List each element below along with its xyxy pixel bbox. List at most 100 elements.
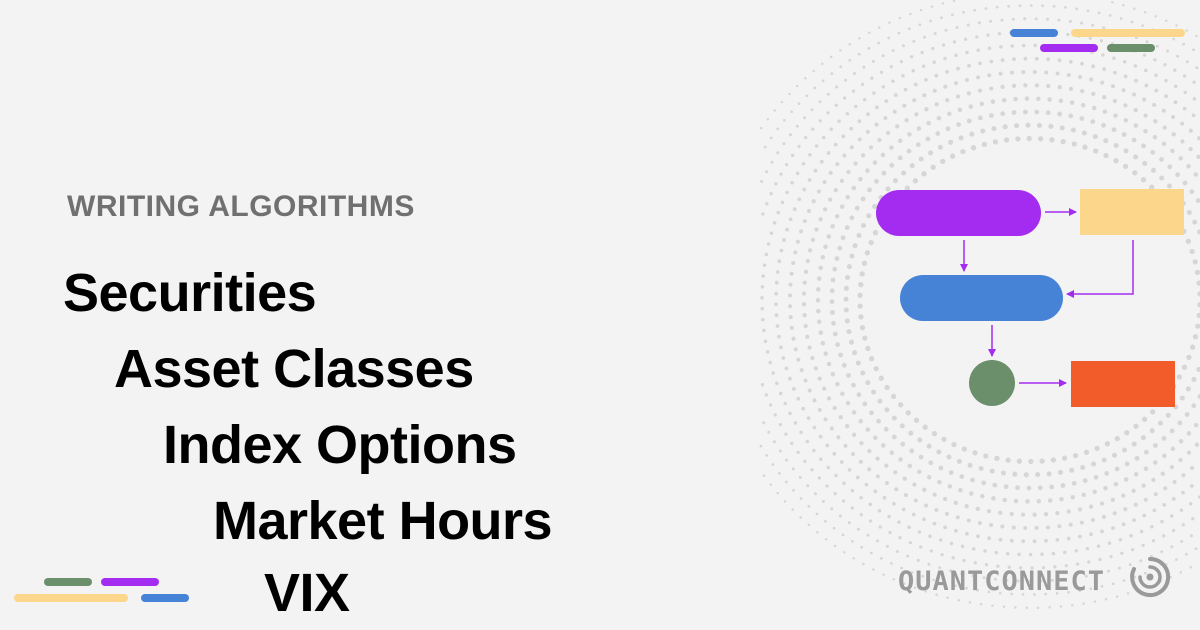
halo-dot [882, 495, 887, 500]
halo-dot [771, 463, 775, 466]
halo-dot [999, 45, 1003, 49]
halo-dot [919, 545, 923, 549]
halo-dot [994, 550, 999, 555]
halo-dot [1032, 539, 1037, 544]
halo-dot [981, 480, 987, 486]
halo-dot [901, 44, 905, 48]
halo-dot [1104, 441, 1111, 447]
halo-dot [898, 402, 904, 408]
halo-dot [799, 368, 804, 373]
halo-dot [1115, 595, 1119, 598]
halo-dot [839, 178, 845, 184]
halo-dot [824, 519, 827, 523]
halo-dot [1154, 73, 1158, 78]
halo-dot [919, 8, 923, 12]
halo-dot [872, 160, 878, 165]
halo-dot [895, 549, 900, 554]
halo-dot [866, 112, 870, 116]
halo-dot [1121, 132, 1127, 137]
halo-dot [945, 126, 951, 132]
halo-dot [1114, 435, 1120, 442]
halo-dot [981, 141, 988, 148]
halo-dot [784, 432, 788, 436]
halo-dot [812, 398, 817, 403]
halo-dot [910, 571, 914, 574]
halo-dot [776, 151, 780, 155]
halo-dot [1170, 148, 1175, 154]
halo-dot [975, 35, 979, 39]
halo-dot [1182, 42, 1186, 46]
halo-dot [851, 89, 856, 93]
halo-dot [941, 43, 946, 47]
halo-dot [1192, 334, 1199, 340]
halo-dot [1094, 445, 1100, 452]
halo-dot [1142, 97, 1147, 102]
halo-dot [1110, 497, 1115, 502]
halo-dot [986, 508, 992, 514]
halo-dot [830, 371, 836, 377]
halo-dot [877, 398, 883, 404]
halo-dot [760, 179, 764, 184]
halo-dot [1050, 578, 1054, 582]
halo-dot [778, 472, 781, 475]
halo-dot [815, 298, 821, 303]
halo-dot [1141, 24, 1144, 27]
halo-dot [865, 345, 871, 352]
halo-dot [1180, 121, 1185, 126]
halo-dot [1044, 538, 1048, 543]
halo-dot [927, 562, 931, 566]
halo-dot [931, 46, 935, 51]
halo-dot [942, 496, 948, 502]
halo-dot [937, 479, 942, 485]
halo-dot [1155, 44, 1159, 48]
halo-dot [802, 313, 807, 318]
halo-dot [1124, 461, 1130, 467]
halo-dot [1057, 58, 1062, 63]
halo-dot [1139, 559, 1143, 563]
halo-dot [984, 7, 988, 10]
halo-dot [798, 475, 802, 479]
halo-dot [1196, 312, 1200, 319]
halo-dot [810, 468, 814, 472]
decor-bar-green-bottom [44, 578, 92, 586]
halo-dot [1064, 564, 1068, 568]
halo-dot [1046, 57, 1051, 62]
halo-dot [956, 122, 961, 127]
halo-dot [1012, 471, 1018, 477]
halo-dot [807, 388, 812, 393]
halo-dot [1143, 128, 1148, 134]
halo-dot [887, 514, 891, 519]
halo-dot [785, 190, 789, 195]
halo-dot [1143, 113, 1148, 118]
halo-dot [1153, 460, 1158, 465]
halo-dot [1164, 94, 1168, 99]
halo-dot [1011, 110, 1017, 115]
halo-dot [825, 443, 830, 448]
halo-dot [1181, 523, 1185, 527]
halo-dot [788, 411, 792, 416]
halo-dot [819, 457, 823, 461]
halo-dot [944, 511, 950, 516]
halo-dot [830, 277, 836, 283]
decor-bar-green-top [1107, 44, 1155, 52]
halo-dot [1157, 420, 1164, 426]
halo-dot [956, 458, 962, 464]
halo-dot [1102, 67, 1106, 72]
halo-dot [1016, 458, 1023, 464]
halo-dot [954, 53, 958, 58]
halo-dot [909, 12, 912, 16]
halo-dot [1100, 80, 1105, 85]
halo-dot [917, 469, 922, 475]
halo-dot [978, 61, 982, 66]
halo-dot [846, 329, 852, 335]
halo-dot [1169, 428, 1175, 434]
halo-dot [1163, 63, 1167, 67]
halo-dot [1082, 144, 1088, 150]
halo-dot [806, 484, 810, 488]
halo-dot [875, 105, 879, 110]
halo-dot [1111, 582, 1115, 586]
halo-dot [835, 162, 840, 167]
halo-dot [1185, 386, 1191, 392]
halo-dot [760, 285, 765, 289]
halo-dot [788, 282, 793, 287]
